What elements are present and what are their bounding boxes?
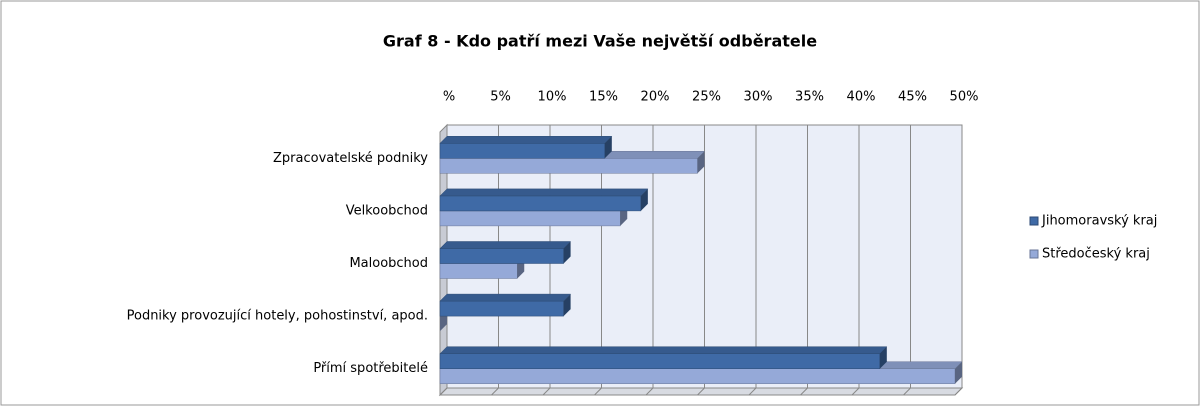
bar <box>439 263 518 279</box>
x-tick-label: 10% <box>538 90 567 105</box>
legend-swatch <box>1029 216 1039 226</box>
grid-line <box>645 387 654 396</box>
x-tick-label: 20% <box>641 90 670 105</box>
bar-top <box>439 346 888 354</box>
legend-label: Středočeský kraj <box>1042 247 1150 262</box>
grid-line <box>903 387 911 396</box>
bar-end <box>640 188 648 211</box>
y-tick-label: Velkoobchod <box>346 203 428 218</box>
bar-top <box>439 188 649 197</box>
bar <box>439 195 642 212</box>
bar-end <box>879 346 887 369</box>
bar <box>439 353 881 369</box>
x-tick-label: 50% <box>950 90 979 105</box>
bar <box>439 248 564 264</box>
y-tick-label: Přímí spotřebitelé <box>313 361 428 376</box>
grid-line <box>851 387 860 396</box>
chart-title: Graf 8 - Kdo patří mezi Vaše největší od… <box>383 32 817 51</box>
y-tick-label: Maloobchod <box>349 256 428 271</box>
bar-top <box>439 293 572 302</box>
x-tick-label: 15% <box>589 90 618 105</box>
grid-line <box>594 387 602 396</box>
grid-line <box>800 387 808 396</box>
x-tick-label: 40% <box>847 90 876 105</box>
bar <box>439 143 606 159</box>
legend-label: Jihomoravský kraj <box>1041 214 1157 229</box>
x-tick-label: 30% <box>744 90 773 105</box>
bar <box>439 300 564 317</box>
grid-line <box>954 387 963 396</box>
grid-line <box>748 387 757 396</box>
x-tick-label: 45% <box>898 90 927 105</box>
y-tick-label: Zpracovatelské podniky <box>273 151 428 166</box>
bar-end <box>697 151 705 174</box>
x-tick-label: 5% <box>490 90 511 105</box>
x-tick-label: % <box>443 90 455 105</box>
bar-top <box>439 136 613 144</box>
legend-swatch <box>1029 249 1039 259</box>
bar <box>439 368 956 384</box>
bar-end <box>563 241 571 264</box>
bar <box>439 210 621 227</box>
grid-line <box>542 387 551 396</box>
grid-line <box>439 387 448 396</box>
bar-end <box>955 361 962 384</box>
x-tick-label: 25% <box>692 90 721 105</box>
y-tick-label: Podniky provozující hotely, pohostinství… <box>127 309 428 324</box>
grid-line <box>491 387 499 396</box>
bar-end <box>563 294 571 317</box>
x-tick-label: 35% <box>795 90 824 105</box>
bar-end <box>604 136 612 159</box>
bar-top <box>439 241 572 249</box>
grid-line <box>697 387 705 396</box>
bar <box>439 158 698 174</box>
